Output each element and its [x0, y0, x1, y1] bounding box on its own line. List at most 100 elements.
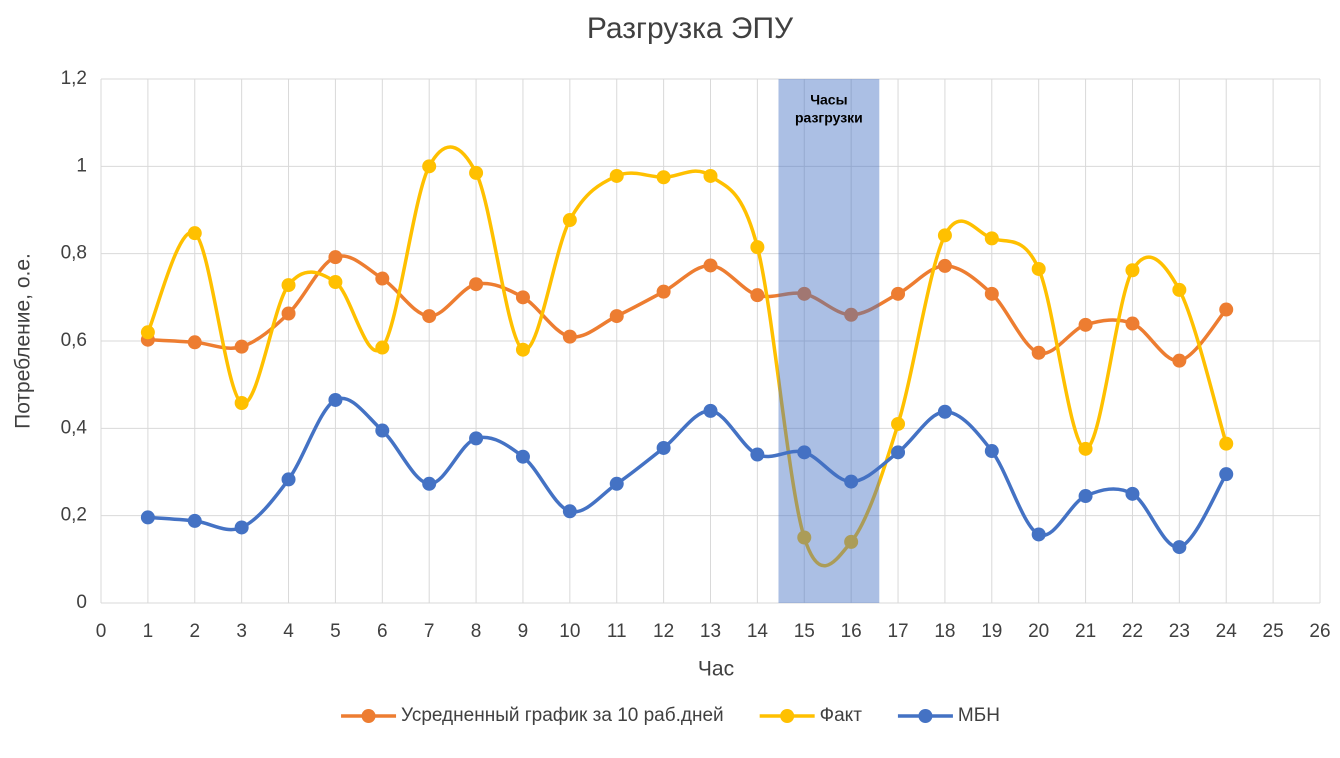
x-tick-label: 15	[794, 621, 815, 642]
data-point	[1125, 263, 1140, 278]
y-tick-label: 0	[76, 592, 87, 613]
x-tick-label: 11	[607, 621, 627, 642]
data-point	[844, 474, 859, 489]
legend-marker	[918, 709, 933, 723]
legend-marker	[780, 709, 795, 723]
highlight-label: разгрузки	[795, 110, 863, 126]
x-tick-label: 16	[841, 621, 862, 642]
y-axis-title: Потребление, о.е.	[12, 253, 35, 429]
data-point	[515, 290, 530, 305]
x-tick-label: 7	[424, 621, 435, 642]
data-point	[422, 159, 437, 174]
data-point	[891, 445, 906, 460]
data-point	[1219, 436, 1234, 451]
legend-item: МБН	[897, 705, 1000, 726]
x-tick-label: 6	[377, 621, 388, 642]
legend: Усредненный график за 10 раб.дней Факт МБН	[341, 705, 1000, 726]
data-point	[375, 271, 390, 286]
legend-label: МБН	[958, 705, 1000, 726]
data-point	[984, 286, 999, 301]
x-tick-label: 10	[559, 621, 580, 642]
series-line	[146, 145, 1228, 568]
x-tick-label: 17	[887, 621, 908, 642]
data-point	[750, 447, 765, 462]
legend-item: Усредненный график за 10 раб.дней	[341, 705, 724, 726]
data-point	[1031, 345, 1046, 360]
data-point	[328, 275, 343, 290]
data-point	[1078, 317, 1093, 332]
data-point	[984, 444, 999, 459]
x-tick-label: 3	[236, 621, 247, 642]
data-point	[469, 431, 484, 446]
highlight-label: Часы	[810, 92, 847, 108]
data-point	[703, 258, 718, 273]
data-point	[609, 309, 624, 324]
data-point	[281, 306, 296, 321]
data-point	[562, 504, 577, 519]
x-axis-title: Час	[698, 658, 734, 681]
data-point	[844, 534, 859, 549]
data-point	[328, 250, 343, 265]
data-point	[1078, 441, 1093, 456]
x-tick-label: 5	[330, 621, 341, 642]
data-point	[515, 342, 530, 357]
x-tick-label: 1	[143, 621, 154, 642]
legend-item: Факт	[759, 705, 862, 726]
data-point	[891, 416, 906, 431]
x-tick-label: 20	[1028, 621, 1049, 642]
data-point	[1031, 261, 1046, 276]
data-point	[234, 339, 249, 354]
data-point	[187, 513, 202, 528]
data-point	[1125, 316, 1140, 331]
data-point	[1219, 302, 1234, 317]
legend-marker	[361, 709, 376, 723]
data-point	[703, 168, 718, 183]
data-point	[703, 403, 718, 418]
data-point	[797, 286, 812, 301]
x-tick-label: 2	[189, 621, 200, 642]
data-point	[1172, 353, 1187, 368]
data-point	[422, 476, 437, 491]
data-point	[234, 396, 249, 411]
data-point	[656, 284, 671, 299]
data-point	[187, 226, 202, 241]
x-tick-label: 12	[653, 621, 674, 642]
x-tick-label: 22	[1122, 621, 1143, 642]
x-tick-label: 4	[283, 621, 294, 642]
data-point	[1078, 489, 1093, 504]
y-tick-label: 1	[76, 155, 87, 176]
data-point	[515, 449, 530, 464]
y-tick-label: 0,8	[61, 243, 87, 264]
x-tick-label: 25	[1263, 621, 1284, 642]
data-point	[422, 309, 437, 324]
series-line	[147, 396, 1228, 549]
data-point	[609, 476, 624, 491]
x-tick-label: 0	[96, 621, 107, 642]
data-point	[937, 404, 952, 419]
data-point	[797, 530, 812, 545]
y-tick-label: 0,6	[61, 330, 87, 351]
x-tick-label: 14	[747, 621, 769, 642]
x-tick-label: 13	[700, 621, 721, 642]
data-point	[937, 258, 952, 273]
data-point	[375, 340, 390, 355]
data-point	[891, 286, 906, 301]
legend-label: Усредненный график за 10 раб.дней	[401, 705, 724, 726]
data-point	[328, 392, 343, 407]
x-tick-label: 21	[1075, 621, 1096, 642]
data-point	[984, 231, 999, 246]
x-tick-label: 24	[1216, 621, 1238, 642]
highlight-band	[778, 79, 880, 603]
x-tick-label: 8	[471, 621, 482, 642]
data-point	[750, 288, 765, 303]
y-tick-label: 0,2	[61, 505, 87, 526]
data-point	[469, 277, 484, 292]
data-point	[187, 335, 202, 350]
data-point	[656, 170, 671, 185]
chart-title: Разгрузка ЭПУ	[587, 12, 794, 45]
data-point	[1172, 540, 1187, 555]
data-point	[140, 510, 155, 525]
x-tick-label: 9	[518, 621, 529, 642]
data-point	[797, 445, 812, 460]
data-point	[937, 228, 952, 243]
